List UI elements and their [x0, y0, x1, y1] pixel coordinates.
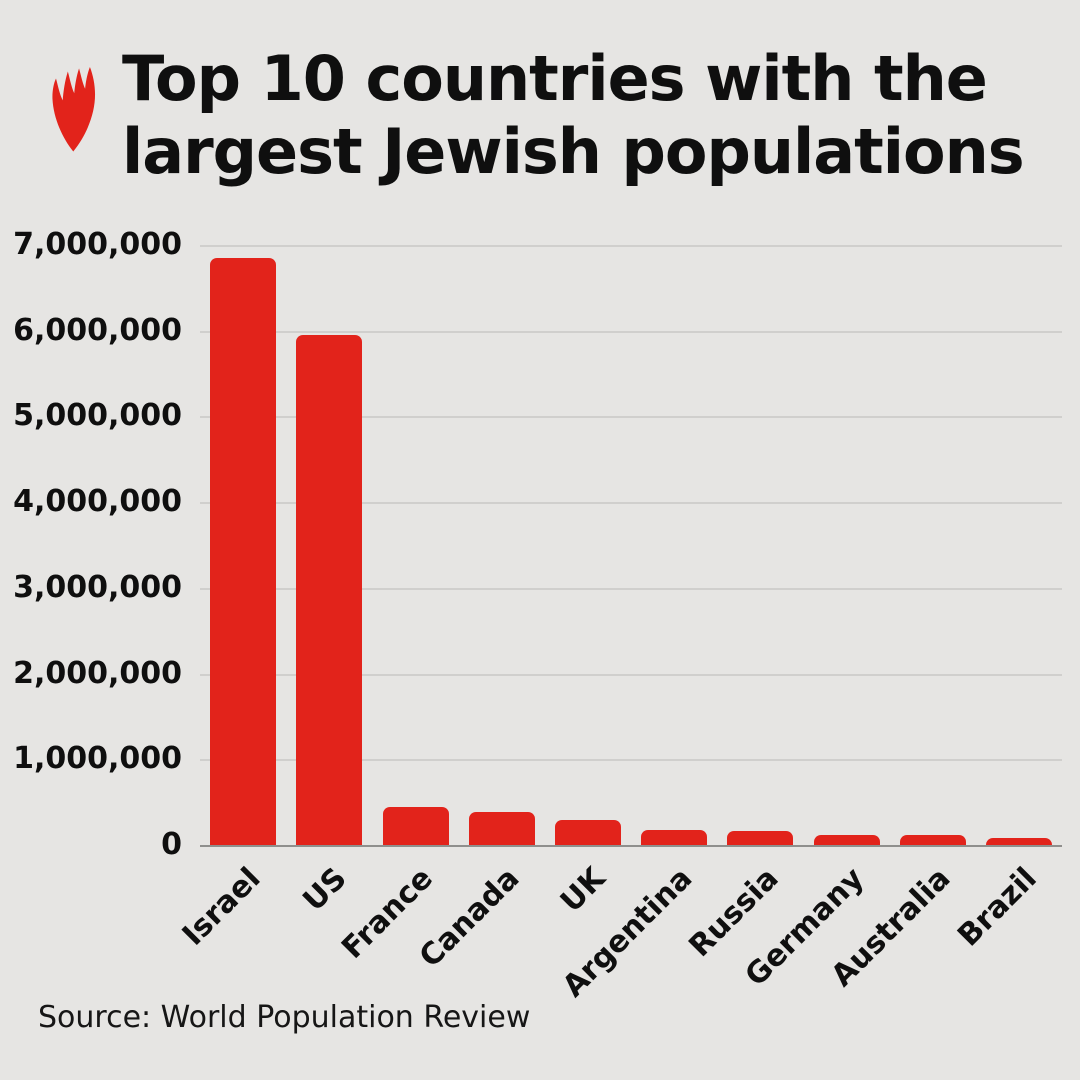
- bar-slot: [545, 245, 631, 845]
- x-axis: Israel US France Canada UK Argentina Russia Ger…: [176, 847, 1062, 1017]
- x-slot: Canada: [413, 847, 545, 1017]
- bar-canada: [468, 812, 535, 845]
- x-slot: Israel: [176, 847, 286, 1017]
- x-slot: Brazil: [951, 847, 1062, 1017]
- x-tick-label-israel: Israel: [176, 861, 268, 953]
- y-tick-label: 2,000,000: [13, 655, 182, 691]
- bar-israel: [210, 258, 277, 845]
- gridline: [200, 502, 1062, 505]
- bar-us: [296, 335, 363, 845]
- y-tick-label: 6,000,000: [13, 312, 182, 348]
- bar-slot: [200, 245, 286, 845]
- bar-slot: [631, 245, 717, 845]
- y-tick-label: 4,000,000: [13, 484, 182, 520]
- bars-group: [200, 245, 1062, 845]
- bar-slot: [372, 245, 458, 845]
- bar-slot: [717, 245, 803, 845]
- x-tick-label-us: US: [296, 861, 355, 919]
- gridline: [200, 245, 1062, 247]
- y-tick-label: 5,000,000: [13, 398, 182, 434]
- bar-slot: [976, 245, 1062, 845]
- plot-area: [200, 245, 1062, 847]
- bar-slot: [803, 245, 889, 845]
- y-tick-label: 0: [161, 827, 182, 862]
- bar-australia: [899, 835, 966, 845]
- y-tick-label: 1,000,000: [13, 741, 182, 777]
- bar-slot: [459, 245, 545, 845]
- bar-argentina: [641, 830, 708, 845]
- bar-germany: [813, 835, 880, 845]
- gridline: [200, 759, 1062, 762]
- gridline-baseline: [200, 845, 1062, 847]
- y-tick-label: 7,000,000: [13, 227, 182, 262]
- gridline: [200, 416, 1062, 419]
- gridline: [200, 587, 1062, 590]
- chart-title: Top 10 countries with the largest Jewish…: [122, 42, 1072, 188]
- gridline: [200, 330, 1062, 333]
- bar-slot: [286, 245, 372, 845]
- chart-title-line2: largest Jewish populations: [122, 115, 1025, 188]
- bar-brazil: [985, 838, 1052, 845]
- bar-france: [382, 807, 449, 845]
- sbs-flame-logo-icon: [52, 67, 96, 152]
- x-tick-label-uk: UK: [554, 861, 613, 920]
- chart-title-line1: Top 10 countries with the: [122, 42, 988, 115]
- y-tick-label: 3,000,000: [13, 569, 182, 605]
- bar-uk: [554, 820, 621, 845]
- bar-slot: [890, 245, 976, 845]
- gridline: [200, 673, 1062, 676]
- y-axis: 7,000,000 6,000,000 5,000,000 4,000,000 3,00…: [0, 227, 182, 862]
- source-note: Source: World Population Review: [38, 1000, 531, 1035]
- bar-russia: [727, 831, 794, 845]
